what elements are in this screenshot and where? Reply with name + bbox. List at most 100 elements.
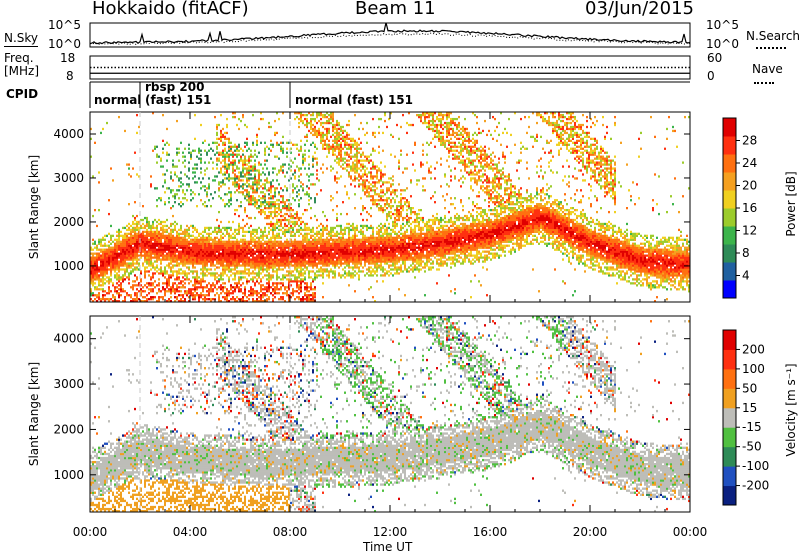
power-cell xyxy=(330,232,332,236)
power-cell xyxy=(310,262,312,265)
power-cell xyxy=(342,201,344,204)
power-cell xyxy=(274,203,276,206)
power-cell xyxy=(274,240,276,243)
power-cell xyxy=(150,252,152,255)
power-cell xyxy=(142,300,144,302)
power-cell xyxy=(294,222,296,226)
power-cell xyxy=(278,171,280,174)
power-cell xyxy=(354,147,356,150)
power-cell xyxy=(274,296,276,299)
power-cell xyxy=(290,165,292,168)
power-cell xyxy=(316,112,318,115)
power-cell xyxy=(246,248,248,251)
power-cell xyxy=(132,270,134,273)
power-cell xyxy=(362,153,364,156)
power-cell xyxy=(152,112,154,115)
power-cell xyxy=(318,113,320,117)
power-cell xyxy=(262,270,264,273)
power-cell xyxy=(262,232,264,236)
power-cell xyxy=(292,264,294,267)
power-cell xyxy=(148,234,150,237)
power-cell xyxy=(206,226,208,230)
power-cell xyxy=(240,252,242,255)
power-cell xyxy=(174,256,176,259)
power-cell xyxy=(164,246,166,249)
power-cell xyxy=(110,272,112,275)
power-cell xyxy=(264,197,266,200)
power-cell xyxy=(280,256,282,259)
power-cell xyxy=(278,143,280,146)
power-cell xyxy=(346,137,348,141)
power-cell xyxy=(122,288,124,291)
power-cell xyxy=(332,139,334,142)
cpid-label: CPID xyxy=(6,87,39,101)
power-cell xyxy=(318,224,320,228)
power-cell xyxy=(298,189,300,192)
power-cell xyxy=(272,232,274,236)
power-cell xyxy=(196,286,198,289)
power-cell xyxy=(308,260,310,263)
power-cell xyxy=(238,205,240,208)
power-cell xyxy=(302,189,304,192)
power-cell xyxy=(336,139,338,142)
power-cell xyxy=(330,270,332,273)
power-cell xyxy=(244,292,246,295)
power-cell xyxy=(156,224,158,228)
power-cell xyxy=(326,270,328,273)
power-cell xyxy=(300,266,302,269)
power-cell xyxy=(338,256,340,259)
power-cell xyxy=(322,270,324,273)
power-cell xyxy=(202,177,204,180)
power-cell xyxy=(180,300,182,302)
power-cell xyxy=(344,137,346,141)
power-cell xyxy=(236,228,238,232)
power-cell xyxy=(166,159,168,162)
power-cell xyxy=(96,264,98,267)
power-cell xyxy=(90,127,92,131)
power-cell xyxy=(290,234,292,237)
power-cell xyxy=(308,272,310,275)
power-cell xyxy=(128,246,130,249)
power-cell xyxy=(266,274,268,277)
power-cell xyxy=(262,300,264,302)
power-cell xyxy=(240,173,242,176)
power-cell xyxy=(128,256,130,259)
power-cell xyxy=(96,256,98,259)
power-cell xyxy=(310,131,312,135)
power-cell xyxy=(182,270,184,273)
power-cell xyxy=(110,262,112,265)
power-cell xyxy=(238,232,240,236)
power-cell xyxy=(102,274,104,277)
power-cell xyxy=(316,256,318,259)
power-cell xyxy=(160,228,162,232)
power-cell xyxy=(334,252,336,255)
power-cell xyxy=(144,240,146,243)
power-cell xyxy=(226,226,228,230)
power-cell xyxy=(274,224,276,228)
power-cell xyxy=(280,264,282,267)
power-cell xyxy=(170,288,172,291)
power-cell xyxy=(150,183,152,186)
power-cell xyxy=(316,226,318,230)
power-cell xyxy=(354,234,356,237)
power-cell xyxy=(282,205,284,208)
power-cell xyxy=(256,278,258,281)
power-cell xyxy=(188,282,190,285)
power-cell xyxy=(300,274,302,277)
power-cell xyxy=(184,300,186,302)
power-cell xyxy=(226,169,228,172)
power-cell xyxy=(280,248,282,251)
power-cell xyxy=(236,254,238,257)
power-cell xyxy=(302,250,304,253)
power-cell xyxy=(192,294,194,297)
power-cell xyxy=(366,244,368,247)
power-cell xyxy=(182,286,184,289)
power-cell xyxy=(358,161,360,164)
power-cell xyxy=(250,294,252,297)
power-cell xyxy=(294,171,296,174)
power-cell xyxy=(254,205,256,208)
power-cell xyxy=(308,240,310,243)
power-cell xyxy=(158,218,160,222)
power-cell xyxy=(270,242,272,245)
power-cell xyxy=(156,238,158,241)
